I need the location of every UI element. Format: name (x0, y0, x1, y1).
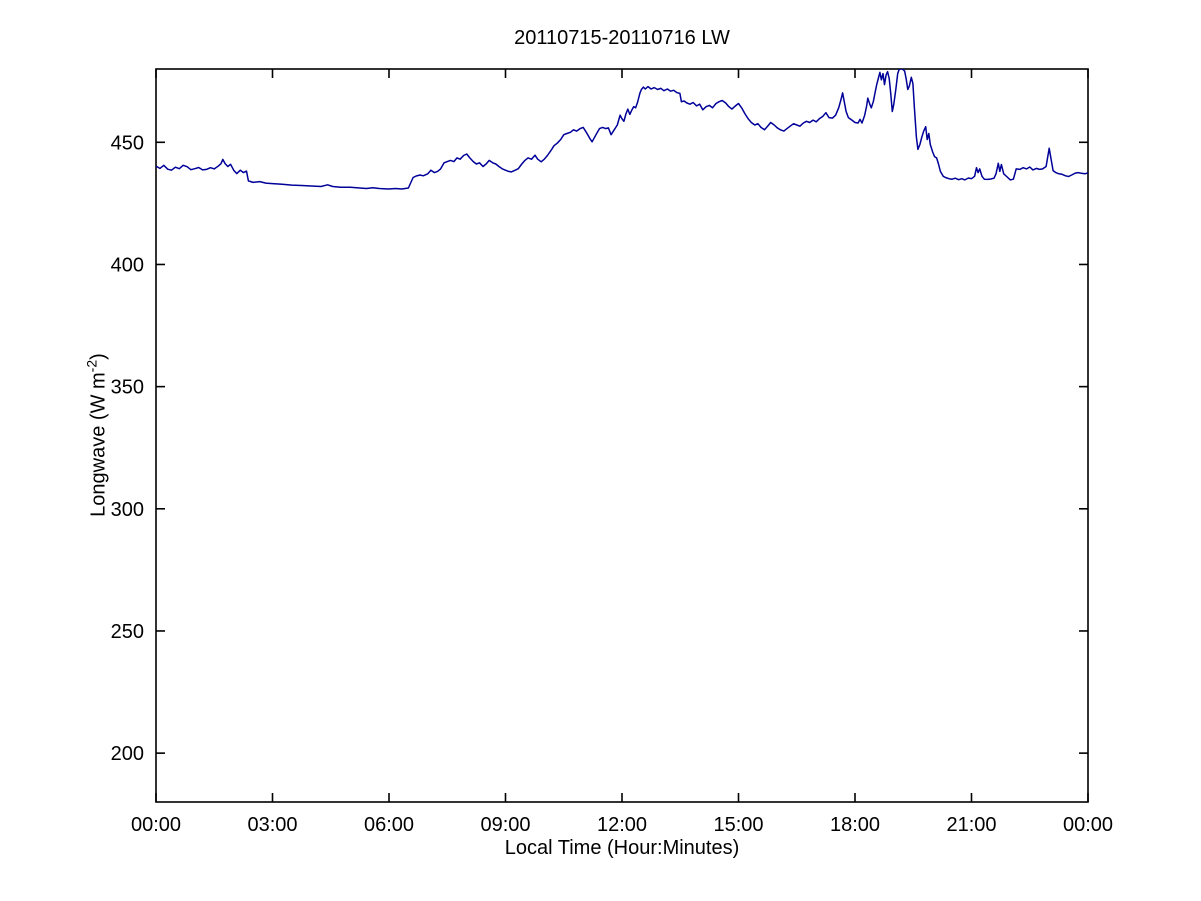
y-axis-label-suffix: ) (87, 353, 110, 360)
y-axis-label-exponent: -2 (83, 359, 100, 373)
x-axis-label: Local Time (Hour:Minutes) (504, 837, 740, 859)
lw-series-line (156, 69, 1088, 190)
x-tick-label: 18:00 (830, 814, 880, 836)
x-tick-label: 21:00 (946, 814, 996, 836)
y-tick-label: 300 (111, 499, 144, 521)
x-tick-label: 03:00 (247, 814, 297, 836)
y-tick-label: 400 (111, 254, 144, 276)
x-tick-label: 15:00 (713, 814, 763, 836)
y-axis-label: Longwave (W m-2) (84, 353, 111, 517)
chart-title: 20110715-20110716 LW (514, 27, 730, 49)
y-tick-label: 200 (111, 743, 144, 765)
x-tick-label: 00:00 (131, 814, 181, 836)
x-tick-label: 06:00 (364, 814, 414, 836)
y-tick-label: 350 (111, 377, 144, 399)
x-tick-label: 12:00 (597, 814, 647, 836)
y-tick-label: 250 (111, 621, 144, 643)
x-tick-label: 09:00 (480, 814, 530, 836)
x-tick-label: 00:00 (1063, 814, 1113, 836)
y-axis-label-base: Longwave (W m (87, 372, 110, 517)
y-tick-label: 450 (111, 132, 144, 154)
